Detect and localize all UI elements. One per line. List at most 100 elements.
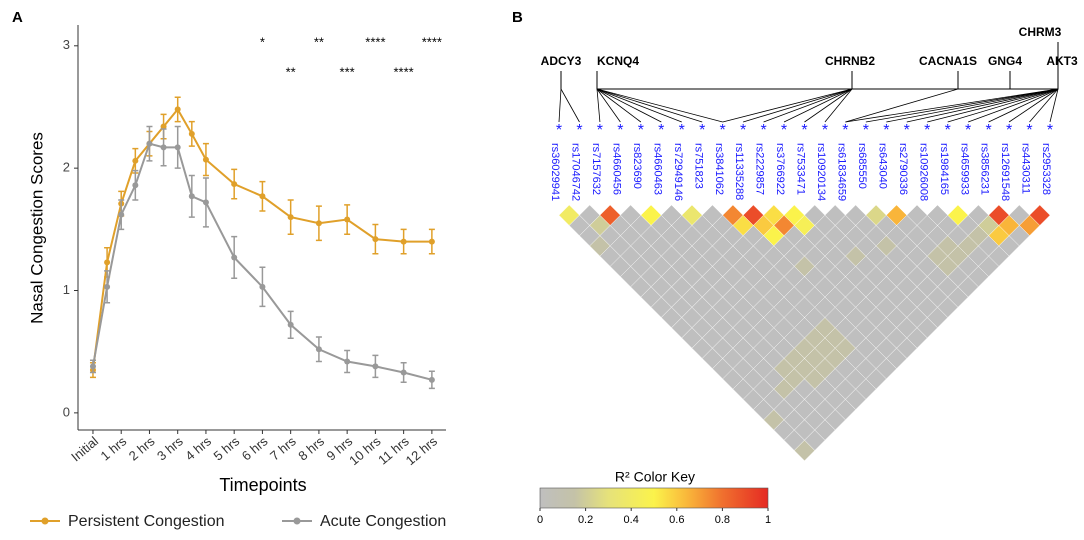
snp-marker: * xyxy=(699,122,705,139)
gene-snp-link xyxy=(1049,88,1059,123)
gene-snp-link xyxy=(1008,88,1059,123)
snp-marker: * xyxy=(863,122,869,139)
x-tick-label: 6 hrs xyxy=(239,433,271,463)
gene-snp-link xyxy=(865,88,1059,123)
gene-label: CHRM3 xyxy=(1019,25,1062,39)
legend-marker xyxy=(41,517,49,525)
snp-label: rs36029941 xyxy=(549,143,561,201)
data-point xyxy=(188,130,195,137)
data-point xyxy=(174,144,181,151)
snp-marker: * xyxy=(986,122,992,139)
y-tick-label: 2 xyxy=(63,160,70,175)
snp-label: rs7533471 xyxy=(795,143,807,195)
gene-label: ADCY3 xyxy=(541,54,582,68)
snp-marker: * xyxy=(781,122,787,139)
gene-label: KCNQ4 xyxy=(597,54,639,68)
data-point xyxy=(160,144,167,151)
gene-snp-link xyxy=(596,88,601,123)
significance-label: *** xyxy=(340,64,355,79)
x-tick-label: 2 hrs xyxy=(126,433,158,463)
snp-marker: * xyxy=(883,122,889,139)
data-point xyxy=(231,181,238,188)
gene-snp-link xyxy=(596,88,662,123)
snp-label: rs823690 xyxy=(631,143,643,189)
gene-snp-link xyxy=(722,88,853,123)
data-point xyxy=(89,363,96,370)
gene-label: GNG4 xyxy=(988,54,1022,68)
gene-label: CACNA1S xyxy=(919,54,977,68)
color-key-tick-label: 0.2 xyxy=(578,514,593,526)
data-point xyxy=(287,214,294,221)
significance-label: * xyxy=(260,34,265,49)
snp-marker: * xyxy=(679,122,685,139)
gene-snp-link xyxy=(596,88,682,123)
gene-snp-link xyxy=(927,88,1059,123)
snp-marker: * xyxy=(556,122,562,139)
snp-label: rs2953328 xyxy=(1040,143,1052,195)
data-point xyxy=(118,211,125,218)
data-point xyxy=(132,182,139,189)
snp-marker: * xyxy=(576,122,582,139)
snp-marker: * xyxy=(842,122,848,139)
legend-label: Persistent Congestion xyxy=(68,513,225,530)
gene-snp-link xyxy=(845,88,1059,123)
data-point xyxy=(160,123,167,130)
data-point xyxy=(146,140,153,147)
x-axis-label: Timepoints xyxy=(219,475,306,495)
color-key-tick-label: 0 xyxy=(537,514,543,526)
snp-marker: * xyxy=(945,122,951,139)
snp-label: rs3856231 xyxy=(979,143,991,195)
gene-label: AKT3 xyxy=(1046,54,1078,68)
color-key-tick-label: 0.6 xyxy=(669,514,684,526)
x-tick-label: 7 hrs xyxy=(267,433,299,463)
snp-marker: * xyxy=(924,122,930,139)
snp-marker: * xyxy=(1047,122,1053,139)
data-point xyxy=(132,157,139,164)
data-point xyxy=(202,156,209,163)
panel-label: A xyxy=(12,9,23,26)
legend-label: Acute Congestion xyxy=(320,513,446,530)
snp-marker: * xyxy=(760,122,766,139)
gene-snp-link xyxy=(763,88,853,123)
x-tick-label: 10 hrs xyxy=(346,433,384,468)
y-tick-label: 1 xyxy=(63,282,70,297)
gene-snp-link xyxy=(886,88,1059,123)
gene-snp-link xyxy=(988,88,1059,123)
snp-label: rs12691548 xyxy=(999,143,1011,201)
snp-label: rs61834659 xyxy=(836,143,848,201)
snp-marker: * xyxy=(617,122,623,139)
ld-cell xyxy=(793,439,816,462)
gene-snp-link xyxy=(743,88,853,123)
snp-marker: * xyxy=(1026,122,1032,139)
snp-label: rs4660463 xyxy=(651,143,663,195)
gene-snp-link xyxy=(968,88,1059,123)
x-tick-label: 12 hrs xyxy=(403,433,441,468)
snp-label: rs7157632 xyxy=(590,143,602,195)
snp-marker: * xyxy=(638,122,644,139)
gene-snp-link xyxy=(783,88,853,123)
data-point xyxy=(344,358,351,365)
gene-snp-link xyxy=(596,88,621,123)
data-point xyxy=(428,238,435,245)
y-axis-label: Nasal Congestion Scores xyxy=(27,132,46,324)
significance-label: ** xyxy=(286,64,296,79)
significance-label: **** xyxy=(365,34,385,49)
snp-marker: * xyxy=(720,122,726,139)
snp-marker: * xyxy=(1006,122,1012,139)
data-point xyxy=(428,376,435,383)
gene-snp-link xyxy=(845,88,959,123)
gene-snp-link xyxy=(1029,88,1059,123)
snp-label: rs10926008 xyxy=(917,143,929,201)
snp-label: rs685550 xyxy=(856,143,868,189)
y-tick-label: 3 xyxy=(63,37,70,52)
snp-label: rs751823 xyxy=(692,143,704,189)
data-point xyxy=(400,369,407,376)
data-point xyxy=(188,193,195,200)
snp-label: rs11335288 xyxy=(733,143,745,200)
data-point xyxy=(259,283,266,290)
x-tick-label: 8 hrs xyxy=(295,433,327,463)
gene-snp-link xyxy=(906,88,1059,123)
color-key xyxy=(539,487,769,509)
gene-snp-link xyxy=(947,88,1059,123)
